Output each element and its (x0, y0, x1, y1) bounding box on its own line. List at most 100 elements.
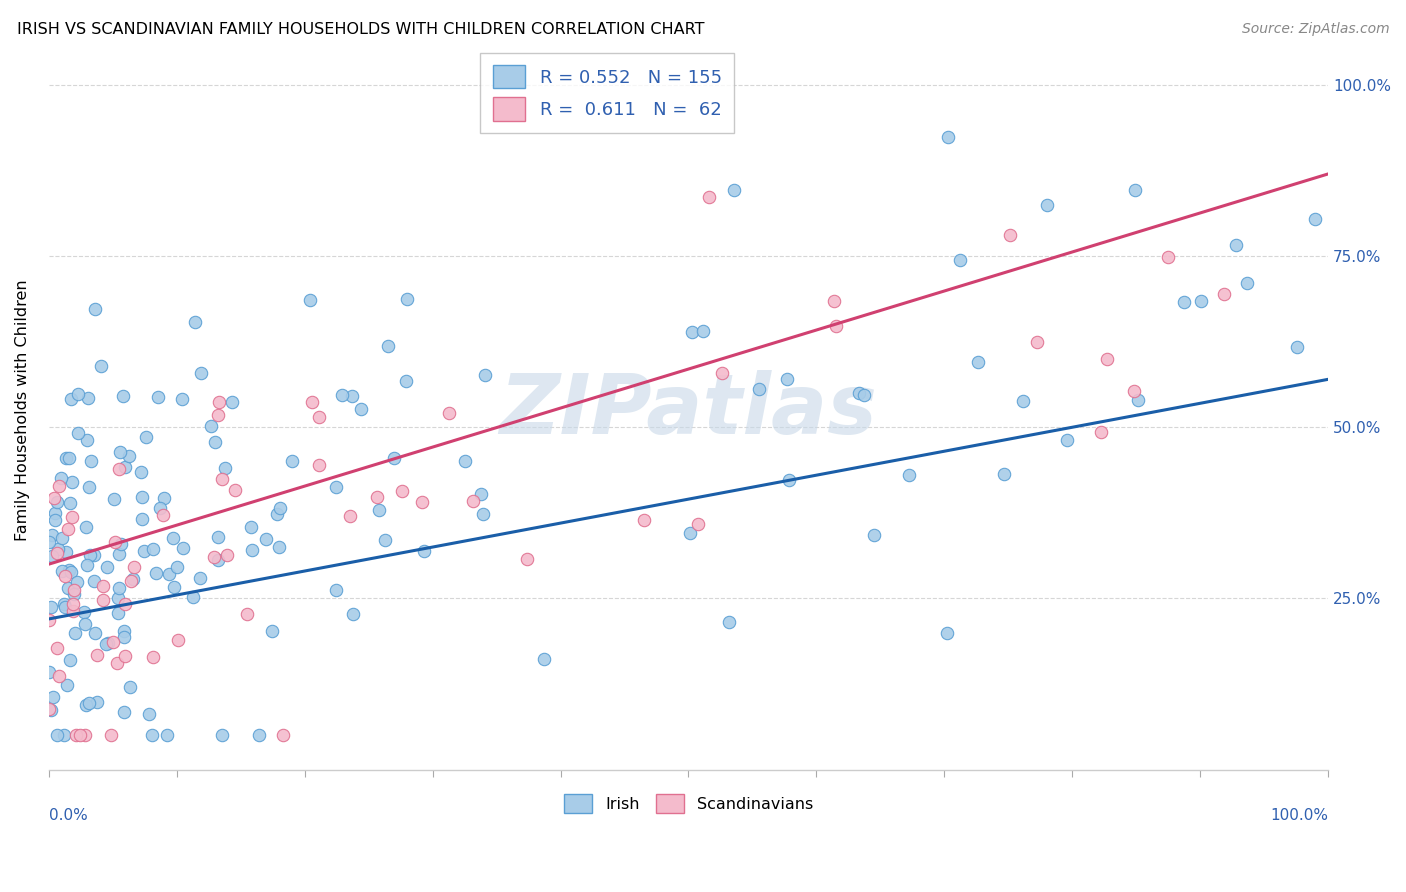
Point (107, 606, 129, 620)
Point (75, 617, 97, 632)
Point (56, 522, 79, 536)
Point (686, 517, 709, 532)
Point (111, 389, 134, 403)
Point (224, 483, 246, 497)
Point (1305, 211, 1327, 226)
Point (156, 728, 179, 742)
Point (83, 548, 105, 562)
Point (1173, 294, 1195, 309)
Point (75, 698, 97, 712)
Point (62, 604, 84, 618)
Point (107, 547, 129, 561)
Point (38, 535, 60, 549)
Point (53, 599, 76, 614)
Point (776, 372, 799, 386)
Point (157, 566, 180, 581)
Point (101, 635, 124, 649)
Point (120, 574, 142, 588)
Point (1189, 293, 1212, 308)
Point (188, 571, 211, 585)
Point (46, 546, 69, 560)
Point (46, 494, 69, 508)
Point (697, 190, 720, 204)
Point (107, 591, 129, 605)
Point (325, 480, 347, 494)
Point (853, 388, 876, 402)
Text: 100.0%: 100.0% (1270, 808, 1329, 823)
Point (67, 425, 90, 440)
Point (350, 401, 373, 416)
Point (1123, 384, 1146, 398)
Point (271, 728, 294, 742)
Point (80, 453, 103, 467)
Point (301, 395, 323, 409)
Point (454, 454, 477, 468)
Point (44, 513, 66, 527)
Point (1212, 287, 1234, 301)
Point (190, 367, 212, 381)
Point (463, 494, 485, 508)
Point (374, 533, 396, 547)
Point (44, 506, 66, 520)
Point (1012, 393, 1035, 408)
Y-axis label: Family Households with Children: Family Households with Children (15, 279, 30, 541)
Point (382, 450, 405, 465)
Point (823, 293, 845, 308)
Point (717, 615, 740, 629)
Point (63, 586, 86, 600)
Point (207, 530, 229, 544)
Point (413, 544, 436, 558)
Point (211, 472, 233, 486)
Point (254, 532, 277, 546)
Point (149, 501, 172, 516)
Point (166, 559, 188, 574)
Point (51, 471, 73, 485)
Point (100, 728, 122, 742)
Point (396, 292, 419, 306)
Point (110, 537, 132, 551)
Point (131, 490, 153, 504)
Point (118, 450, 141, 464)
Point (897, 468, 920, 483)
Point (998, 228, 1021, 243)
Point (60, 566, 83, 580)
Point (949, 252, 972, 267)
Point (60, 475, 83, 489)
Point (1157, 251, 1180, 265)
Point (46, 542, 69, 557)
Point (53, 728, 76, 742)
Point (679, 525, 702, 540)
Point (122, 572, 145, 586)
Text: 0.0%: 0.0% (49, 808, 87, 823)
Point (217, 548, 239, 562)
Point (51, 564, 73, 578)
Point (208, 395, 231, 409)
Point (1123, 183, 1146, 197)
Point (533, 652, 555, 666)
Point (748, 382, 770, 396)
Point (73, 728, 96, 742)
Point (181, 591, 204, 605)
Point (1225, 238, 1247, 252)
Point (723, 183, 745, 197)
Point (367, 502, 389, 516)
Text: Source: ZipAtlas.com: Source: ZipAtlas.com (1241, 22, 1389, 37)
Point (135, 430, 157, 444)
Point (129, 465, 152, 479)
Point (38, 702, 60, 716)
Point (83, 626, 105, 640)
Point (122, 559, 145, 574)
Point (200, 418, 222, 433)
Point (993, 467, 1015, 482)
Point (41, 690, 63, 704)
Point (145, 566, 167, 581)
Point (146, 390, 169, 404)
Point (48, 669, 70, 683)
Point (437, 406, 460, 420)
Point (204, 434, 226, 449)
Point (935, 626, 957, 640)
Point (79, 548, 101, 562)
Point (184, 315, 207, 329)
Point (39, 599, 62, 614)
Legend: Irish, Scandinavians: Irish, Scandinavians (557, 788, 820, 819)
